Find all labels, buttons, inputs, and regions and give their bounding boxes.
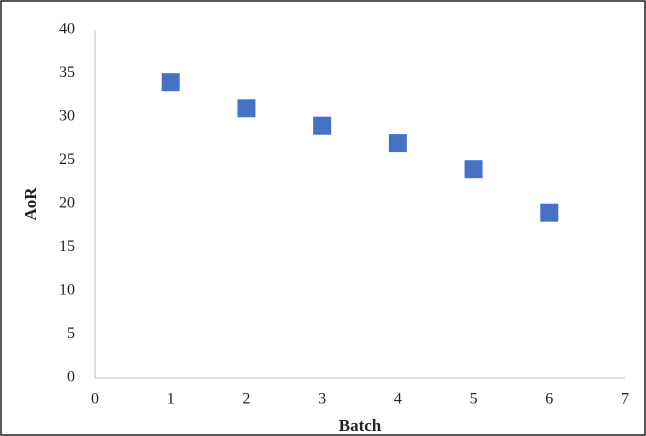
marker xyxy=(388,134,407,153)
marker xyxy=(161,73,180,92)
marker xyxy=(464,160,483,179)
x-tick-label: 3 xyxy=(318,391,326,408)
x-tick-label: 5 xyxy=(470,391,478,408)
x-tick-label: 1 xyxy=(167,391,175,408)
x-tick-label: 7 xyxy=(621,391,629,408)
y-tick-label: 5 xyxy=(67,325,75,342)
marker xyxy=(313,116,332,135)
y-tick-label: 25 xyxy=(59,151,75,168)
x-axis-title: Batch xyxy=(339,416,382,435)
marker xyxy=(237,99,256,118)
x-tick-label: 6 xyxy=(545,391,553,408)
y-tick-label: 30 xyxy=(59,108,75,125)
y-tick-label: 40 xyxy=(59,21,75,38)
y-tick-label: 10 xyxy=(59,282,75,299)
y-axis-title: AoR xyxy=(21,187,40,221)
marker xyxy=(540,203,559,222)
y-tick-label: 20 xyxy=(59,195,75,212)
x-tick-label: 4 xyxy=(394,391,402,408)
y-tick-label: 35 xyxy=(59,64,75,81)
y-tick-label: 15 xyxy=(59,238,75,255)
y-tick-label: 0 xyxy=(67,369,75,386)
x-tick-label: 0 xyxy=(91,391,99,408)
x-tick-label: 2 xyxy=(242,391,250,408)
